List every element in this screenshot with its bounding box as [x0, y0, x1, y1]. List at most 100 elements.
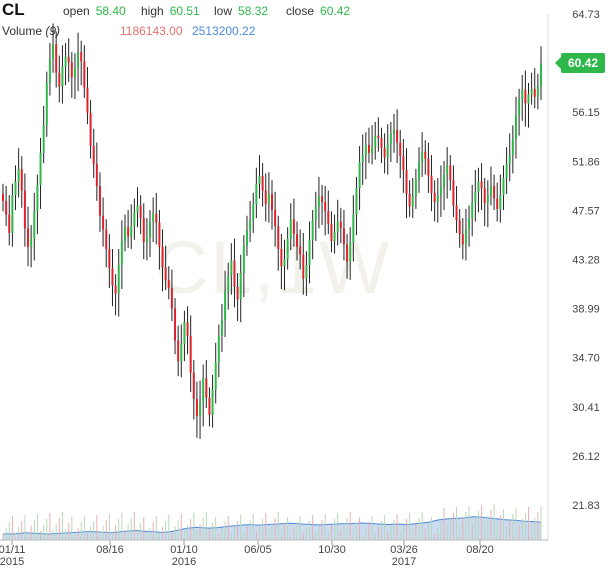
- candle-body: [45, 83, 48, 126]
- candle-body: [314, 206, 317, 221]
- close-value: 60.42: [320, 4, 351, 18]
- candle-body: [152, 213, 155, 222]
- candle-body: [36, 184, 39, 212]
- candle-body: [274, 210, 277, 227]
- candle-body: [389, 133, 392, 144]
- candle-body: [80, 52, 83, 62]
- candle-body: [327, 211, 330, 224]
- candle-body: [392, 129, 395, 134]
- candle-body: [89, 112, 92, 146]
- volume-pane: [2, 504, 542, 540]
- candle-body: [342, 228, 345, 245]
- candle-body: [192, 372, 195, 399]
- candle-body: [77, 52, 80, 69]
- candle-body: [399, 142, 402, 157]
- x-tick-label: 08/16: [96, 544, 124, 556]
- candle-body: [374, 135, 377, 148]
- candle-body: [518, 99, 521, 116]
- candle-body: [180, 343, 183, 362]
- candle-body: [480, 181, 483, 189]
- candle-body: [502, 178, 505, 196]
- candle-body: [464, 229, 467, 245]
- candle-body: [11, 195, 14, 233]
- candle-body: [355, 188, 358, 215]
- candle-body: [5, 200, 8, 215]
- candle-body: [271, 194, 273, 211]
- candle-body: [102, 215, 105, 230]
- candle-body: [214, 362, 217, 390]
- candle-body: [92, 145, 95, 165]
- candle-body: [239, 273, 242, 300]
- candle-body: [443, 174, 446, 188]
- candle-body: [361, 155, 364, 162]
- candle-body: [14, 181, 17, 196]
- candle-body: [302, 254, 305, 279]
- low-label: low: [214, 4, 233, 18]
- candle-body: [8, 214, 11, 233]
- candle-body: [158, 222, 161, 247]
- candle-body: [111, 268, 114, 286]
- candle-body: [377, 135, 380, 138]
- candle-body: [424, 151, 427, 159]
- x-tick-label: 10/30: [318, 544, 346, 556]
- candle-body: [249, 220, 252, 231]
- candle-body: [264, 190, 267, 205]
- candle-body: [299, 246, 302, 255]
- candle-body: [114, 285, 117, 294]
- candle-body: [174, 308, 177, 341]
- candle-body: [42, 125, 45, 153]
- candle-body: [333, 231, 336, 241]
- open-value: 58.40: [95, 4, 126, 18]
- candle-body: [536, 86, 539, 97]
- candle-body: [83, 61, 86, 88]
- candle-body: [489, 186, 492, 196]
- candle-body: [296, 234, 299, 247]
- x-tick-label: 01/11: [0, 544, 25, 556]
- volume-value: 1186143.00: [120, 24, 183, 38]
- candle-body: [286, 238, 289, 260]
- candle-body: [189, 335, 192, 373]
- candle-body: [474, 191, 477, 203]
- candle-body: [292, 219, 295, 235]
- candle-body: [446, 165, 449, 175]
- candle-body: [358, 161, 361, 189]
- volume-ma-value: 2513200.22: [192, 24, 256, 38]
- candle-body: [67, 56, 70, 63]
- candle-body: [321, 196, 324, 203]
- candle-body: [55, 44, 58, 73]
- candle-body: [418, 161, 421, 180]
- candle-body: [339, 221, 342, 229]
- candle-body: [39, 152, 42, 185]
- candle-body: [533, 88, 536, 97]
- candle-body: [130, 226, 133, 237]
- candle-body: [289, 219, 292, 239]
- candle-body: [508, 155, 511, 165]
- candle-body: [123, 227, 126, 241]
- candle-body: [486, 195, 489, 204]
- candle-body: [139, 205, 142, 219]
- candle-body: [367, 144, 370, 153]
- candle-body: [349, 242, 352, 262]
- x-year-label: 2015: [0, 556, 24, 568]
- candle-body: [305, 264, 308, 279]
- price-axis: 64.7360.4456.1551.8647.5743.2838.9934.70…: [547, 9, 600, 540]
- candle-body: [283, 259, 286, 267]
- candle-body: [183, 322, 186, 344]
- candle-body: [33, 211, 36, 239]
- y-tick-label: 56.15: [572, 107, 600, 119]
- y-tick-label: 43.28: [572, 255, 600, 267]
- candle-body: [499, 195, 502, 209]
- candle-body: [211, 389, 214, 415]
- candle-body: [195, 398, 198, 417]
- candle-body: [205, 378, 208, 398]
- candle-body: [308, 239, 311, 265]
- candle-body: [220, 319, 223, 336]
- candle-body: [408, 194, 411, 207]
- candle-body: [461, 234, 464, 245]
- candle-body: [402, 156, 405, 170]
- candle-body: [311, 220, 314, 240]
- candle-body: [145, 237, 148, 243]
- x-year-label: 2017: [392, 556, 416, 568]
